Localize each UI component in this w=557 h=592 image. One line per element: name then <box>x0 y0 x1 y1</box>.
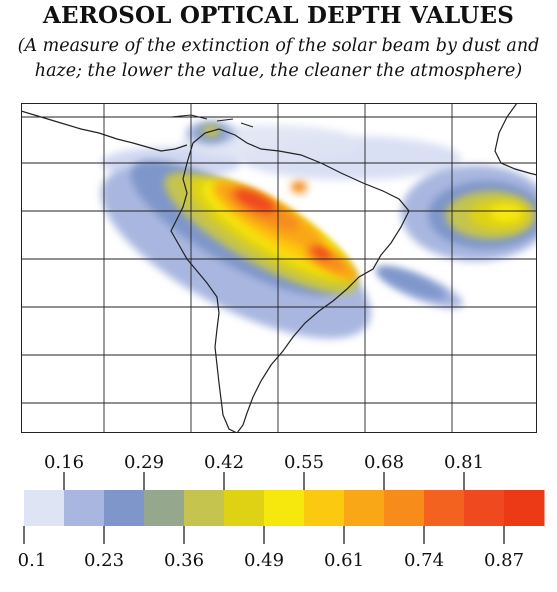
legend-top-label: 0.16 <box>44 452 84 473</box>
legend-top-label: 0.68 <box>364 452 404 473</box>
legend-bottom-labels: 0.1 0.23 0.36 0.49 0.61 0.74 0.87 <box>18 550 524 571</box>
africa-coastline <box>494 103 537 176</box>
legend-swatch <box>104 490 145 526</box>
chart-title: AEROSOL OPTICAL DEPTH VALUES <box>42 2 515 29</box>
legend-ticks <box>23 472 505 544</box>
legend-swatch <box>144 490 185 526</box>
legend-swatch <box>64 490 105 526</box>
south-america-coastline <box>170 128 410 433</box>
legend-swatches <box>24 490 545 526</box>
legend-top-label: 0.29 <box>124 452 164 473</box>
legend-bottom-label: 0.61 <box>324 550 364 571</box>
legend-swatch <box>464 490 505 526</box>
legend-bottom-label: 0.49 <box>244 550 284 571</box>
legend-bottom-label: 0.36 <box>164 550 204 571</box>
color-legend: 0.16 0.29 0.42 0.55 0.68 0.81 0.1 0.23 0.36 0.49… <box>18 452 545 571</box>
aerosol-map <box>21 103 537 433</box>
central-america-coastline <box>21 110 188 152</box>
legend-bottom-label: 0.87 <box>484 550 524 571</box>
legend-bottom-label: 0.23 <box>84 550 124 571</box>
legend-swatch <box>344 490 385 526</box>
legend-swatch <box>184 490 225 526</box>
legend-swatch <box>384 490 425 526</box>
map-graticule <box>21 103 537 433</box>
legend-top-labels: 0.16 0.29 0.42 0.55 0.68 0.81 <box>44 452 484 473</box>
legend-top-label: 0.42 <box>204 452 244 473</box>
legend-bottom-label: 0.1 <box>18 550 47 571</box>
subtitle-line-1: (A measure of the extinction of the sola… <box>17 36 540 56</box>
legend-swatch <box>424 490 465 526</box>
legend-swatch <box>264 490 305 526</box>
legend-top-label: 0.55 <box>284 452 324 473</box>
legend-swatch <box>224 490 265 526</box>
legend-swatch <box>24 490 65 526</box>
subtitle-line-2: haze; the lower the value, the cleaner t… <box>34 61 523 81</box>
legend-swatch <box>504 490 545 526</box>
legend-swatch <box>304 490 345 526</box>
legend-top-label: 0.81 <box>444 452 484 473</box>
legend-bottom-label: 0.74 <box>404 550 444 571</box>
